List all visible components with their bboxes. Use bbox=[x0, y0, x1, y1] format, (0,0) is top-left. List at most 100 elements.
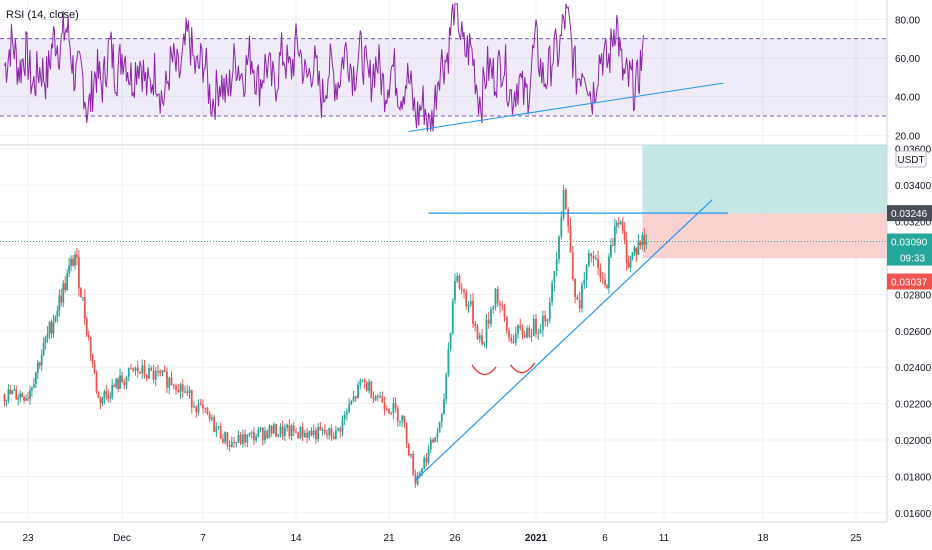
candle-body bbox=[48, 322, 51, 334]
candle-body bbox=[72, 259, 74, 266]
candle-body bbox=[599, 267, 602, 278]
stop-price-tag: 0.03037 bbox=[887, 273, 932, 290]
candle-body bbox=[148, 367, 150, 379]
candle-body bbox=[346, 411, 348, 415]
candle-body bbox=[264, 430, 266, 441]
candle-body bbox=[363, 380, 366, 383]
candle-body bbox=[275, 424, 277, 437]
candle-body bbox=[250, 432, 253, 434]
time-axis-tick-label: 6 bbox=[602, 533, 608, 544]
candle-body bbox=[608, 256, 610, 289]
long-position-target-zone[interactable] bbox=[642, 145, 887, 214]
candle-body bbox=[597, 258, 599, 268]
rsi-indicator-title[interactable]: RSI (14, close) bbox=[6, 9, 79, 21]
price-axis-tick-label: 0.03200 bbox=[895, 217, 932, 228]
candle-body bbox=[546, 319, 549, 322]
candle-body bbox=[643, 235, 646, 245]
candle-body bbox=[23, 396, 25, 401]
candle-body bbox=[604, 279, 606, 286]
candle-body bbox=[481, 335, 483, 345]
candle-body bbox=[499, 303, 501, 306]
ascending-support-trendline[interactable] bbox=[414, 199, 713, 481]
price-axis-tick-label: 0.02800 bbox=[895, 290, 932, 301]
current-price-tag: 0.03090 09:33 bbox=[887, 233, 932, 266]
candle-body bbox=[368, 381, 370, 391]
candle-body bbox=[125, 377, 128, 385]
candle-body bbox=[535, 318, 537, 334]
candle-body bbox=[370, 381, 373, 398]
price-axis-tick-label: 0.01600 bbox=[895, 509, 932, 520]
candle-body bbox=[460, 288, 463, 291]
long-position-stop-zone[interactable] bbox=[642, 213, 887, 258]
rsi-axis[interactable]: 80.00 60.00 40.00 20.00 bbox=[895, 15, 920, 142]
time-axis[interactable]: 23 Dec 7 14 21 26 2021 6 11 18 25 bbox=[22, 533, 862, 544]
candle-body bbox=[432, 439, 434, 443]
candle-body bbox=[199, 403, 202, 405]
candle-body bbox=[594, 258, 597, 260]
candle-body bbox=[9, 389, 12, 394]
candle-body bbox=[181, 384, 184, 392]
price-axis-tick-label: 0.02600 bbox=[895, 327, 932, 338]
candle-body bbox=[3, 394, 6, 402]
candle-body bbox=[629, 255, 632, 268]
candle-body bbox=[438, 422, 441, 433]
candle-body bbox=[377, 396, 379, 398]
candle-body bbox=[416, 475, 419, 485]
candle-body bbox=[425, 457, 428, 463]
candle-body bbox=[170, 377, 173, 385]
candle-body bbox=[54, 316, 57, 322]
candle-body bbox=[66, 273, 69, 291]
price-axis-tick-label: 0.02200 bbox=[895, 400, 932, 411]
candle-body bbox=[85, 319, 88, 335]
candle-body bbox=[64, 283, 67, 291]
candle-body bbox=[635, 247, 638, 255]
candle-body bbox=[101, 397, 104, 403]
rsi-trendline[interactable] bbox=[408, 82, 724, 132]
candle-body bbox=[246, 434, 249, 443]
currency-badge[interactable]: USDT bbox=[895, 150, 927, 168]
candle-body bbox=[259, 428, 262, 430]
candle-body bbox=[381, 396, 384, 403]
candle-body bbox=[341, 419, 344, 432]
candle-body bbox=[551, 282, 553, 303]
candle-body bbox=[25, 398, 27, 401]
candle-body bbox=[193, 406, 195, 408]
candle-body bbox=[458, 275, 461, 289]
candle-body bbox=[177, 389, 180, 393]
time-axis-tick-label: 11 bbox=[659, 533, 670, 544]
candle-body bbox=[483, 342, 486, 345]
candle-body bbox=[590, 253, 593, 257]
candle-body bbox=[390, 413, 393, 415]
candle-body bbox=[143, 365, 146, 376]
price-pane[interactable] bbox=[0, 145, 887, 488]
candle-body bbox=[539, 329, 542, 333]
candle-body bbox=[392, 403, 395, 414]
candle-body bbox=[476, 326, 479, 340]
candle-body bbox=[574, 278, 576, 298]
candle-body bbox=[172, 384, 175, 386]
candle-body bbox=[485, 319, 488, 343]
candle-body bbox=[168, 377, 171, 388]
candle-body bbox=[32, 384, 35, 388]
candle-body bbox=[443, 399, 445, 415]
candle-body bbox=[617, 223, 620, 225]
time-axis-tick-label: 26 bbox=[449, 533, 461, 544]
candle-body bbox=[306, 432, 308, 438]
time-axis-tick-label: 25 bbox=[850, 533, 862, 544]
candle-body bbox=[166, 371, 168, 388]
candle-body bbox=[585, 265, 588, 280]
candlestick-series bbox=[3, 184, 648, 488]
candle-body bbox=[383, 402, 386, 410]
candle-body bbox=[407, 443, 410, 456]
candle-body bbox=[601, 277, 604, 280]
candle-body bbox=[288, 425, 291, 437]
candle-body bbox=[418, 472, 421, 476]
candle-body bbox=[528, 328, 531, 337]
candle-body bbox=[79, 288, 82, 298]
time-axis-background[interactable] bbox=[0, 522, 932, 550]
candle-body bbox=[592, 256, 595, 259]
rsi-pane[interactable]: RSI (14, close) bbox=[0, 3, 887, 132]
candle-body bbox=[15, 389, 18, 400]
currency-label: USDT bbox=[897, 155, 924, 166]
